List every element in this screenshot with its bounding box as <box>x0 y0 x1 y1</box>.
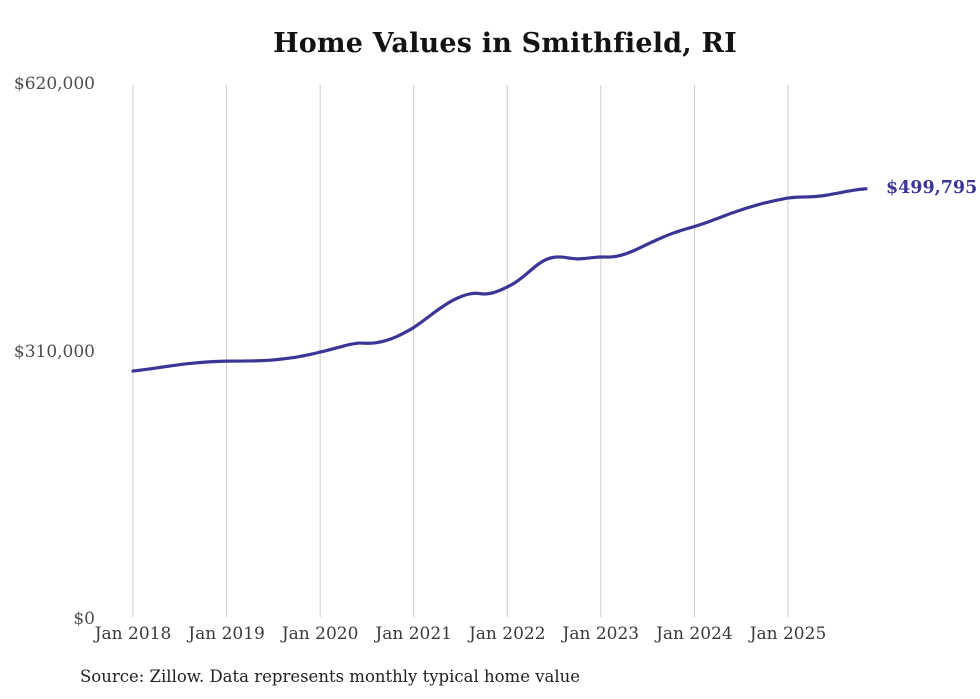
source-note: Source: Zillow. Data represents monthly … <box>80 667 581 686</box>
chart-title: Home Values in Smithfield, RI <box>273 28 737 59</box>
current-value-label: $499,795 <box>885 177 978 198</box>
y-tick-label: $620,000 <box>13 74 95 94</box>
home-value-line <box>131 187 868 373</box>
x-tick-label: Jan 2023 <box>562 624 640 644</box>
x-tick-label: Jan 2022 <box>468 624 546 644</box>
x-tick-label: Jan 2019 <box>188 624 265 644</box>
x-tick-label: Jan 2021 <box>375 624 452 644</box>
y-tick-label: $0 <box>73 609 95 629</box>
y-tick-label: $310,000 <box>13 341 95 362</box>
x-tick-label: Jan 2020 <box>281 624 359 644</box>
x-tick-label: Jan 2024 <box>656 624 733 644</box>
x-tick-label: Jan 2025 <box>749 624 827 644</box>
x-tick-label: Jan 2018 <box>94 624 172 644</box>
